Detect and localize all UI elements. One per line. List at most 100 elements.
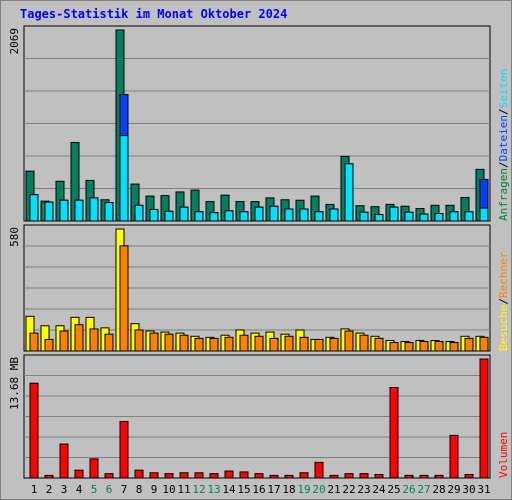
bar-rechner-day-24 <box>374 337 384 352</box>
day-label-25: 25 <box>387 483 400 496</box>
bar-rechner-day-16 <box>254 335 264 352</box>
bar-rechner-day-8 <box>134 329 144 352</box>
bar-seiten-day-25 <box>389 206 399 222</box>
bar-rechner-day-15 <box>239 334 249 352</box>
bar-rechner-day-27 <box>419 341 429 352</box>
day-label-1: 1 <box>31 483 38 496</box>
legend-item-dateien: Dateien <box>497 115 510 161</box>
y-max-label: 580 <box>8 227 21 247</box>
bar-volumen-day-23 <box>359 473 369 479</box>
bar-seiten-day-18 <box>284 208 294 222</box>
bar-rechner-day-5 <box>89 328 99 352</box>
bar-rechner-day-6 <box>104 333 114 352</box>
day-label-11: 11 <box>177 483 190 496</box>
bar-volumen-day-3 <box>59 443 69 479</box>
day-label-15: 15 <box>237 483 250 496</box>
bar-volumen-day-12 <box>194 472 204 479</box>
day-label-23: 23 <box>357 483 370 496</box>
bar-volumen-day-8 <box>134 469 144 479</box>
bar-seiten-day-29 <box>449 211 459 222</box>
bar-seiten-day-21 <box>329 208 339 222</box>
day-label-5: 5 <box>91 483 98 496</box>
day-label-24: 24 <box>372 483 386 496</box>
bar-rechner-day-23 <box>359 334 369 352</box>
bar-seiten-day-16 <box>254 206 264 222</box>
bar-seiten-day-2 <box>44 201 54 222</box>
legend-separator: / <box>497 108 510 115</box>
day-label-14: 14 <box>222 483 236 496</box>
panel-top: 2069 <box>8 25 491 222</box>
bar-volumen-day-1 <box>29 382 39 479</box>
bar-volumen-day-14 <box>224 470 234 479</box>
bar-rechner-day-13 <box>209 337 219 352</box>
legend-top: Anfragen/Dateien/Seiten <box>497 69 510 221</box>
bar-seiten-day-11 <box>179 206 189 222</box>
bar-volumen-day-9 <box>149 472 159 479</box>
panel-bottom: 13.68 MB <box>8 354 491 479</box>
bar-volumen-day-18 <box>284 474 294 479</box>
day-label-6: 6 <box>106 483 113 496</box>
bar-rechner-day-28 <box>434 341 444 352</box>
bar-seiten-day-6 <box>104 202 114 222</box>
bar-volumen-day-7 <box>119 420 129 479</box>
bar-rechner-day-26 <box>404 342 414 352</box>
legend-item-seiten: Seiten <box>497 69 510 109</box>
bar-rechner-day-20 <box>314 338 324 352</box>
bar-seiten-day-9 <box>149 208 159 222</box>
bar-seiten-day-27 <box>419 213 429 222</box>
day-label-31: 31 <box>477 483 490 496</box>
bar-seiten-day-10 <box>164 210 174 222</box>
bar-volumen-day-27 <box>419 474 429 479</box>
bar-seiten-day-24 <box>374 214 384 222</box>
day-label-7: 7 <box>121 483 128 496</box>
day-label-20: 20 <box>312 483 325 496</box>
bar-seiten-day-17 <box>269 205 279 222</box>
y-max-label: 2069 <box>8 28 21 55</box>
bar-volumen-day-13 <box>209 473 219 479</box>
bar-rechner-day-4 <box>74 324 84 352</box>
bar-volumen-day-10 <box>164 473 174 479</box>
bar-seiten-day-26 <box>404 211 414 222</box>
day-label-26: 26 <box>402 483 415 496</box>
bar-volumen-day-21 <box>329 474 339 479</box>
bar-seiten-day-23 <box>359 211 369 222</box>
day-label-2: 2 <box>46 483 53 496</box>
day-label-3: 3 <box>61 483 68 496</box>
bar-rechner-day-22 <box>344 330 354 352</box>
bar-rechner-day-31 <box>479 336 489 352</box>
day-label-28: 28 <box>432 483 445 496</box>
bar-seiten-day-13 <box>209 212 219 222</box>
legend-item-besuche: Besuche <box>497 305 510 351</box>
legend-separator: / <box>497 161 510 168</box>
bar-rechner-day-17 <box>269 337 279 352</box>
day-label-18: 18 <box>282 483 295 496</box>
day-label-21: 21 <box>327 483 340 496</box>
bar-volumen-day-29 <box>449 434 459 479</box>
bar-rechner-day-29 <box>449 342 459 352</box>
day-label-29: 29 <box>447 483 460 496</box>
bar-volumen-day-17 <box>269 474 279 479</box>
legend-bottom: Volumen <box>497 432 510 478</box>
bar-seiten-day-1 <box>29 194 39 222</box>
y-max-label: 13.68 MB <box>8 357 21 410</box>
bar-volumen-day-28 <box>434 474 444 479</box>
bar-volumen-day-25 <box>389 387 399 479</box>
bar-volumen-day-24 <box>374 474 384 479</box>
bar-rechner-day-10 <box>164 333 174 352</box>
day-label-10: 10 <box>162 483 175 496</box>
bar-volumen-day-4 <box>74 469 84 479</box>
day-label-27: 27 <box>417 483 430 496</box>
day-label-19: 19 <box>297 483 310 496</box>
bar-rechner-day-30 <box>464 337 474 352</box>
chart-title: Tages-Statistik im Monat Oktober 2024 <box>20 7 288 21</box>
bar-rechner-day-11 <box>179 334 189 352</box>
bar-seiten-day-19 <box>299 208 309 222</box>
bar-seiten-day-31 <box>479 207 489 222</box>
bar-volumen-day-2 <box>44 474 54 479</box>
bar-rechner-day-19 <box>299 336 309 352</box>
bar-rechner-day-18 <box>284 335 294 352</box>
day-label-4: 4 <box>76 483 83 496</box>
bar-seiten-day-28 <box>434 213 444 222</box>
